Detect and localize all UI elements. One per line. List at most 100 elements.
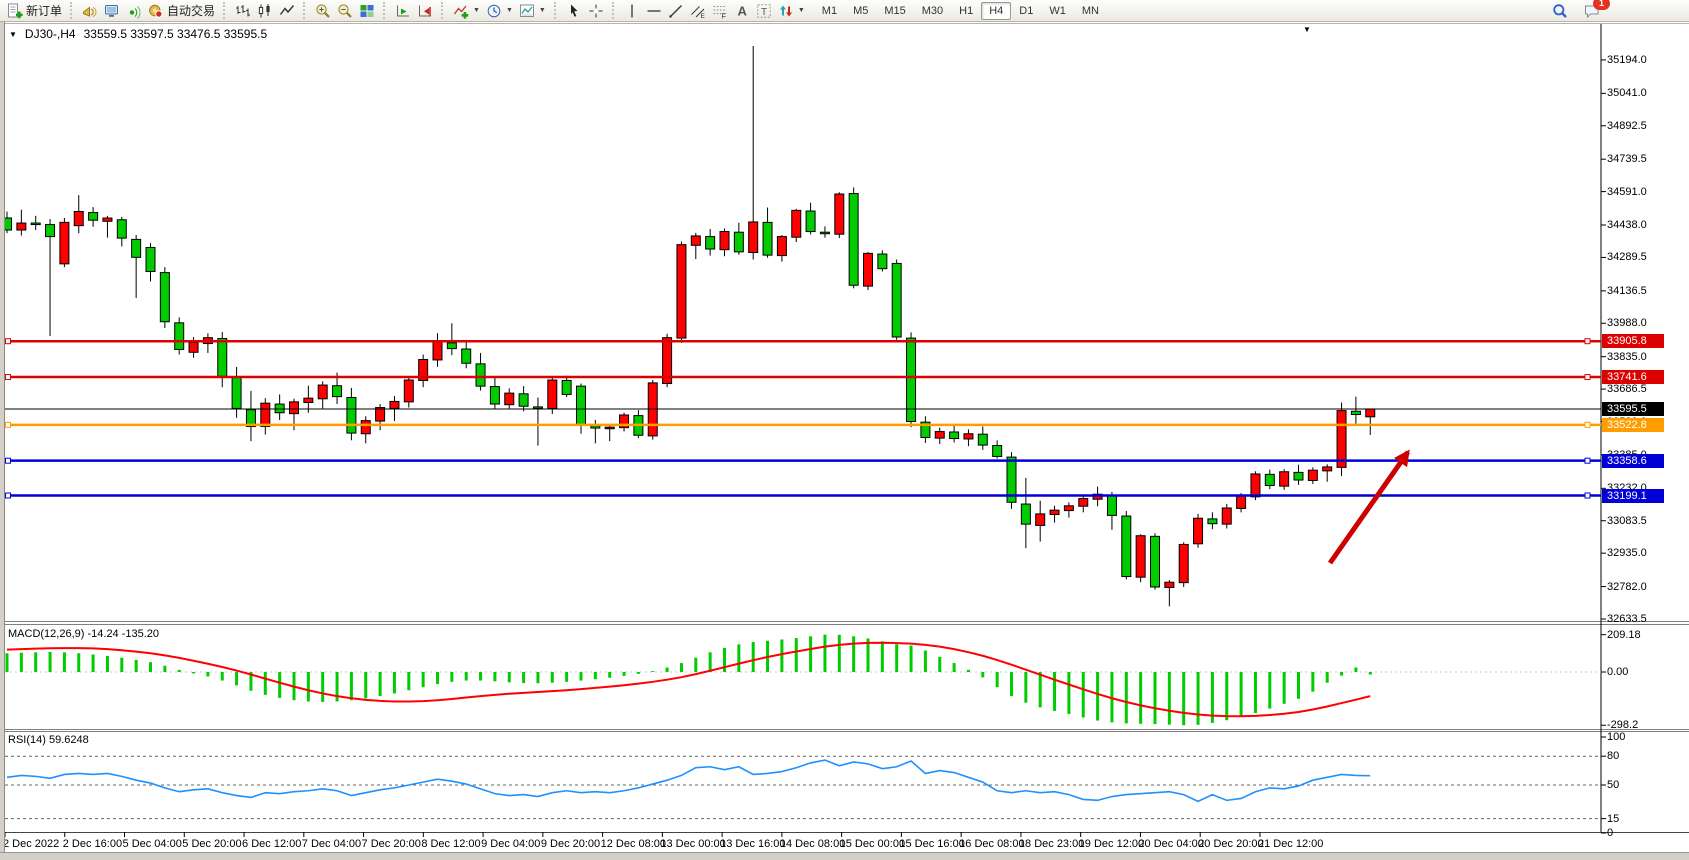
rsi-line — [6, 759, 1371, 803]
auto-scroll-button[interactable] — [392, 1, 414, 21]
periods-button[interactable]: ▼ — [483, 1, 516, 21]
cursor-button[interactable] — [563, 1, 585, 21]
candle — [260, 402, 271, 428]
rsi-tick-label: 0 — [1607, 827, 1614, 839]
candlestick-chart-button[interactable] — [254, 1, 276, 21]
text-button[interactable]: A — [731, 1, 753, 21]
support-line-2[interactable] — [5, 492, 1601, 499]
rsi-value: 59.6248 — [48, 734, 89, 746]
candle — [934, 431, 945, 439]
support-line-1[interactable] — [5, 457, 1601, 464]
macd-indicator-label: MACD(12,26,9) -14.24 -135.20 — [8, 628, 160, 640]
macd-histogram — [5, 634, 1372, 726]
candle — [131, 238, 142, 258]
autotrade-icon — [149, 4, 163, 18]
autotrading-button[interactable]: 自动交易 — [145, 1, 218, 21]
candle — [662, 337, 673, 385]
chevron-down-icon: ▼ — [473, 7, 480, 14]
timeframe-m30[interactable]: M30 — [921, 4, 944, 17]
equidistant-channel-button[interactable]: E — [687, 1, 709, 21]
notifications-button[interactable]: 1 — [1581, 0, 1610, 21]
chart-canvas[interactable] — [0, 22, 1689, 860]
candle — [274, 403, 285, 414]
resistance-line-2[interactable] — [5, 374, 1601, 381]
time-tick-label: 6 Dec 12:00 — [242, 838, 302, 850]
svg-text:T: T — [761, 6, 767, 17]
horizontal-line-button[interactable] — [643, 1, 665, 21]
zoom-in-button[interactable] — [312, 1, 334, 21]
timeframe-m5[interactable]: M5 — [853, 4, 869, 17]
toolbar-separator — [70, 2, 74, 19]
trendline-button[interactable] — [665, 1, 687, 21]
pivot-line[interactable] — [5, 421, 1601, 428]
candle — [188, 341, 199, 353]
vertical-line-button[interactable] — [621, 1, 643, 21]
templates-button[interactable]: ▼ — [516, 1, 549, 21]
indicators-button[interactable]: ▼ — [450, 1, 483, 21]
time-tick-label: 7 Dec 04:00 — [301, 838, 362, 850]
time-tick-label: 12 Dec 08:00 — [600, 838, 667, 850]
chart-menu-arrow[interactable]: ▼ — [1303, 25, 1311, 34]
time-tick-label: 15 Dec 00:00 — [839, 838, 906, 850]
time-tick-label: 20 Dec 04:00 — [1138, 838, 1204, 850]
new-order-button-label: 新订单 — [26, 4, 63, 18]
search-button[interactable] — [1549, 1, 1571, 21]
timeframe-m15[interactable]: M15 — [884, 4, 906, 17]
candle — [102, 217, 113, 222]
timeframe-w1[interactable]: W1 — [1049, 4, 1066, 17]
candle — [45, 224, 56, 238]
candle — [561, 379, 572, 395]
toolbar-separator — [441, 2, 445, 19]
candle — [360, 420, 371, 435]
chart-shift-button[interactable] — [414, 1, 436, 21]
signal-icon — [129, 5, 141, 19]
tile-windows-button[interactable] — [356, 1, 378, 21]
rsi-indicator-label: RSI(14) 59.6248 — [8, 734, 89, 746]
trend-arrow[interactable] — [1327, 449, 1411, 565]
candle — [1035, 513, 1046, 526]
text-label-button[interactable]: T — [753, 1, 775, 21]
one-click-trading-arrow[interactable]: ▼ — [9, 29, 17, 39]
arrows-button[interactable]: ▼ — [775, 1, 808, 21]
new-order-button[interactable]: 新订单 — [4, 1, 65, 21]
timeframe-d1[interactable]: D1 — [1019, 4, 1034, 17]
candle — [733, 231, 744, 253]
signals-button[interactable] — [123, 1, 145, 21]
sound-alert-button[interactable] — [79, 1, 101, 21]
timeframe-m1[interactable]: M1 — [821, 4, 838, 17]
time-tick-label: 15 Dec 16:00 — [899, 838, 965, 850]
toolbar-separator — [223, 2, 227, 19]
bar-chart-button[interactable] — [232, 1, 254, 21]
candle — [748, 221, 759, 254]
time-tick-label: 5 Dec 20:00 — [182, 838, 242, 850]
chart-window: ▼ DJ30-,H4 33559.5 33597.5 33476.5 33595… — [0, 22, 1689, 860]
timeframe-h4[interactable]: H4 — [981, 1, 1012, 20]
timeframe-mn[interactable]: MN — [1081, 4, 1099, 17]
candle — [317, 384, 328, 400]
candle — [1049, 509, 1060, 516]
terminal-button[interactable] — [101, 1, 123, 21]
candle — [1150, 535, 1160, 588]
window-left-edge — [0, 22, 5, 860]
fibonacci-button[interactable]: F — [709, 1, 731, 21]
candle — [863, 252, 873, 287]
price-tick-label: 32782.0 — [1607, 580, 1647, 593]
candle — [1006, 456, 1017, 503]
timeframe-h1[interactable]: H1 — [959, 4, 974, 17]
candle — [16, 222, 27, 231]
crosshair-button[interactable] — [585, 1, 607, 21]
price-tag: 33741.6 — [1602, 370, 1664, 385]
macd-signal-line — [6, 641, 1371, 718]
line-chart-button[interactable] — [276, 1, 298, 21]
candle — [217, 338, 228, 377]
zoom-out-button[interactable] — [334, 1, 356, 21]
chevron-down-icon: ▼ — [538, 7, 546, 14]
chart-ohlc-values: 33559.5 33597.5 33476.5 33595.5 — [83, 27, 268, 41]
candlestick-series[interactable] — [2, 45, 1376, 607]
candle — [1063, 505, 1074, 512]
resistance-line-1[interactable] — [5, 338, 1601, 345]
svg-text:E: E — [700, 13, 705, 19]
vline-icon — [631, 4, 633, 17]
candle — [1121, 515, 1132, 578]
candle — [1336, 410, 1347, 468]
